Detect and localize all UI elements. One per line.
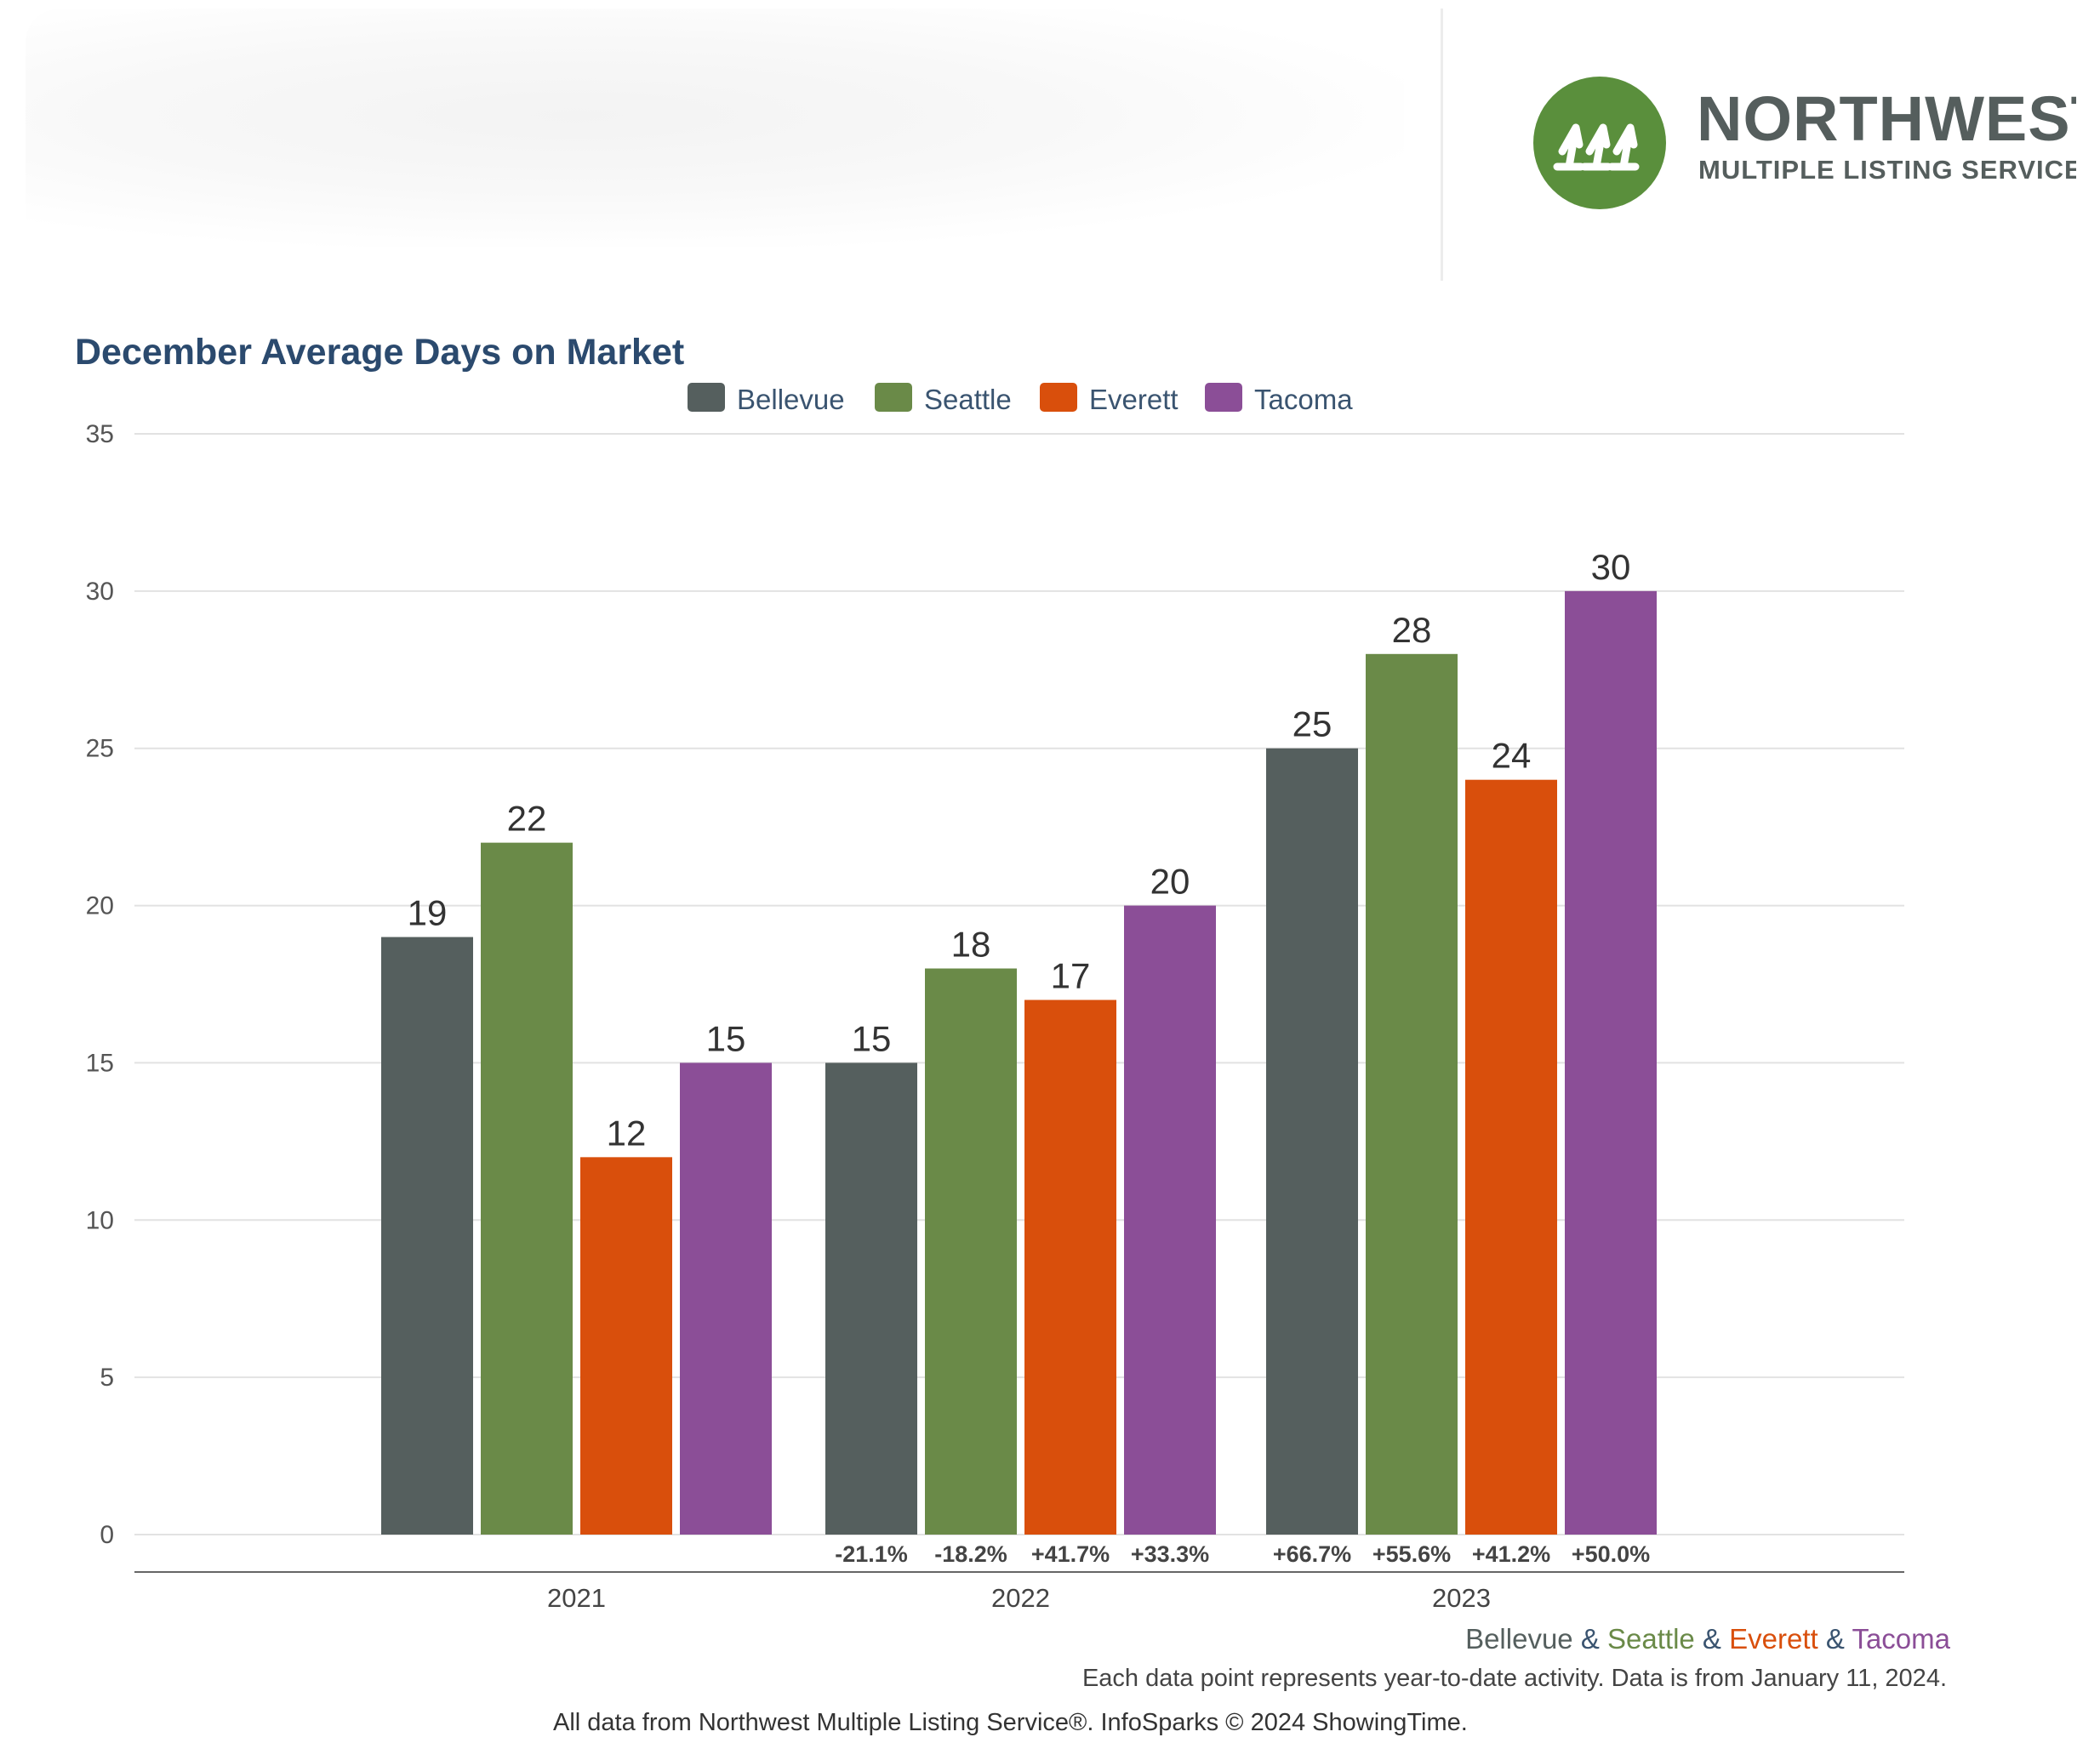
footer-city-part: Seattle: [1607, 1623, 1695, 1655]
y-tick-label: 35: [86, 420, 114, 448]
bar-everett-2021: [580, 1157, 672, 1535]
y-tick-label: 25: [86, 735, 114, 763]
x-category-label: 2023: [1432, 1583, 1491, 1608]
value-label: 17: [1051, 955, 1091, 995]
bar-seattle-2022: [925, 968, 1017, 1535]
value-label: 25: [1293, 704, 1332, 744]
header-divider: [1441, 9, 1443, 281]
y-tick-label: 0: [100, 1521, 114, 1549]
footer-note: Each data point represents year-to-date …: [1081, 1665, 1947, 1692]
legend: Bellevue Seattle Everett Tacoma: [688, 383, 1353, 415]
bar-seattle-2021: [481, 842, 573, 1535]
value-label: 18: [951, 925, 991, 965]
x-category-label: 2022: [991, 1583, 1050, 1608]
bar-tacoma-2022: [1124, 905, 1216, 1535]
value-label: 20: [1150, 862, 1190, 902]
legend-swatch-bellevue: [688, 383, 725, 412]
footer-city-part: Tacoma: [1852, 1623, 1950, 1655]
bar-bellevue-2022: [825, 1062, 917, 1535]
logo-subtitle: MULTIPLE LISTING SERVICE.: [1698, 155, 2076, 185]
footer-city-part: &: [1572, 1623, 1608, 1655]
value-label: 28: [1392, 610, 1432, 650]
header-banner-blurred: [26, 9, 1404, 247]
change-label: +41.2%: [1472, 1541, 1550, 1567]
chart-title: December Average Days on Market: [75, 332, 684, 373]
value-label: 22: [507, 799, 547, 839]
legend-swatch-everett: [1040, 383, 1077, 412]
footer-cities: Bellevue & Seattle & Everett & Tacoma: [1465, 1623, 1950, 1655]
y-tick-label: 5: [100, 1364, 114, 1392]
value-label: 12: [607, 1113, 647, 1153]
y-tick-label: 20: [86, 892, 114, 920]
value-label: 15: [706, 1018, 746, 1058]
legend-swatch-seattle: [875, 383, 912, 412]
value-label: 19: [408, 893, 448, 933]
x-axis: 2021 2022 2023: [547, 1583, 1491, 1608]
footer-city-part: &: [1818, 1623, 1852, 1655]
value-label: 15: [852, 1018, 892, 1058]
change-label: +33.3%: [1131, 1541, 1209, 1567]
change-label: +55.6%: [1372, 1541, 1451, 1567]
bars: [381, 590, 1657, 1535]
legend-label-everett: Everett: [1089, 384, 1178, 415]
value-label: 24: [1492, 736, 1532, 776]
tree-icon: [1553, 123, 1640, 171]
value-label: 30: [1591, 547, 1631, 587]
change-label: -21.1%: [835, 1541, 908, 1567]
change-label: +50.0%: [1572, 1541, 1650, 1567]
legend-label-tacoma: Tacoma: [1254, 384, 1353, 415]
x-category-label: 2021: [547, 1583, 606, 1608]
y-tick-label: 10: [86, 1206, 114, 1234]
y-tick-label: 15: [86, 1049, 114, 1077]
legend-label-bellevue: Bellevue: [737, 384, 845, 415]
bar-bellevue-2023: [1266, 748, 1358, 1535]
y-tick-label: 30: [86, 578, 114, 606]
change-label: +66.7%: [1273, 1541, 1351, 1567]
bar-everett-2023: [1465, 779, 1557, 1535]
change-label: -18.2%: [934, 1541, 1007, 1567]
bar-tacoma-2023: [1565, 590, 1657, 1535]
value-labels: 19 22 12 15 15 -21.1% 18 -18.2% 17 +41.7% 20 +33.3%…: [408, 547, 1651, 1567]
footer-city-part: Everett: [1729, 1623, 1818, 1655]
bar-seattle-2023: [1366, 653, 1458, 1535]
footer-city-part: &: [1694, 1623, 1730, 1655]
bar-bellevue-2021: [381, 937, 473, 1535]
footer-city-part: Bellevue: [1465, 1623, 1573, 1655]
y-axis: 0 5 10 15 20 25 30 35: [86, 420, 114, 1549]
legend-swatch-tacoma: [1205, 383, 1242, 412]
logo-name: NORTHWEST: [1697, 83, 2076, 154]
bar-everett-2022: [1024, 1000, 1116, 1535]
footer-source: All data from Northwest Multiple Listing…: [553, 1709, 1468, 1736]
change-label: +41.7%: [1031, 1541, 1110, 1567]
chart: December Average Days on Market Bellevue…: [75, 332, 1904, 1608]
bar-tacoma-2021: [680, 1062, 772, 1535]
legend-label-seattle: Seattle: [924, 384, 1012, 415]
nwmls-logo: NORTHWEST MULTIPLE LISTING SERVICE.: [1533, 77, 2076, 209]
